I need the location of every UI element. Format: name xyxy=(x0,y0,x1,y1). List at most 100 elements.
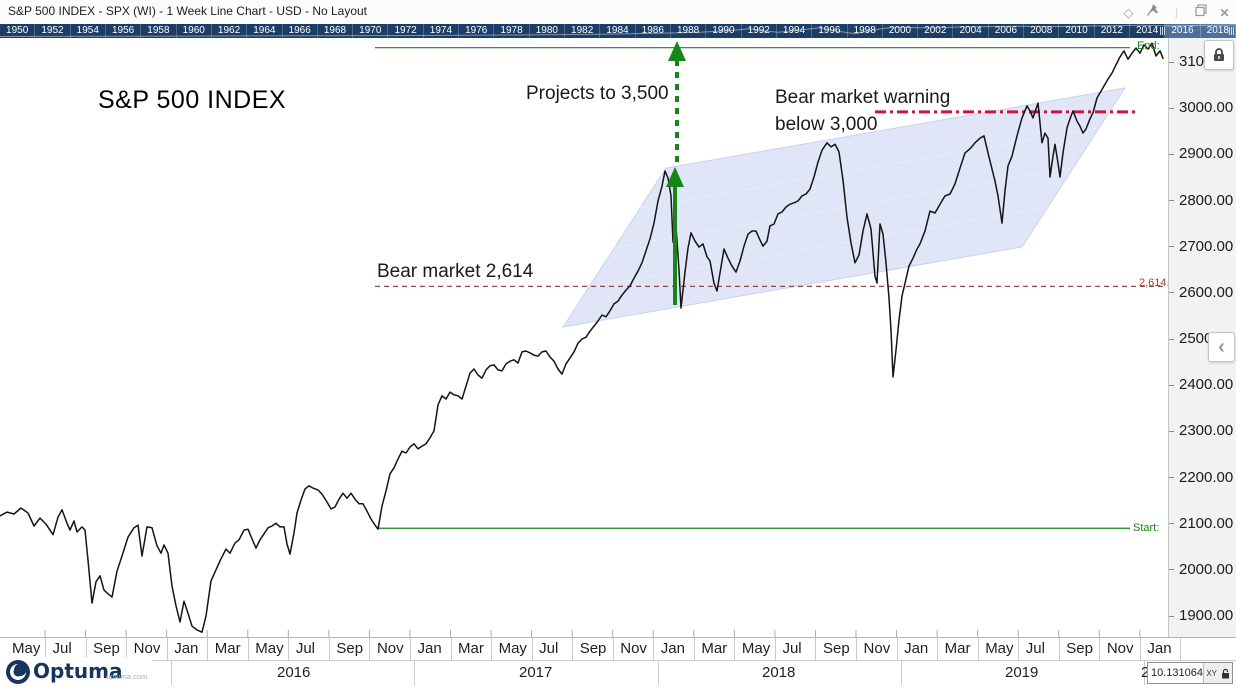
end-line-label: End: xyxy=(1137,40,1160,52)
timeline-year-2018[interactable]: 2018 xyxy=(1200,24,1236,38)
price-label: 1900.00 xyxy=(1179,607,1234,624)
timeline-year-1982[interactable]: 1982 xyxy=(565,24,601,38)
timeline-year-1952[interactable]: 1952 xyxy=(35,24,71,38)
link-faint-icon[interactable]: ʃ xyxy=(1175,6,1178,19)
timeline-year-2000[interactable]: 2000 xyxy=(883,24,919,38)
month-separator xyxy=(491,638,493,661)
timeline-year-1954[interactable]: 1954 xyxy=(71,24,106,38)
chevron-left-icon: ‹ xyxy=(1218,335,1225,358)
price-axis-tick xyxy=(1169,384,1174,386)
price-axis-tick xyxy=(1169,200,1174,201)
month-separator xyxy=(612,638,614,661)
projection-annotation[interactable]: Projects to 3,500 xyxy=(526,83,669,104)
warning-annotation[interactable]: Bear market warning below 3,000 xyxy=(775,84,950,138)
bear-market-annotation[interactable]: Bear market 2,614 xyxy=(377,261,534,282)
month-separator xyxy=(45,638,46,661)
timeline-year-2006[interactable]: 2006 xyxy=(989,24,1025,38)
timeline-year-1968[interactable]: 1968 xyxy=(318,24,354,38)
timeline-year-1974[interactable]: 1974 xyxy=(424,24,460,38)
window-controls: ◇ ʃ ✕ xyxy=(1121,3,1232,22)
chart-title-annotation[interactable]: S&P 500 INDEX xyxy=(98,86,287,114)
timeline-year-2016[interactable]: 2016 xyxy=(1165,24,1201,38)
timeline-range-grip-left[interactable] xyxy=(1160,27,1165,35)
timeline-year-1988[interactable]: 1988 xyxy=(671,24,707,38)
timeline-year-1960[interactable]: 1960 xyxy=(177,24,212,38)
price-line-series[interactable] xyxy=(0,42,1164,633)
month-separator xyxy=(166,638,168,661)
month-label: Nov xyxy=(863,640,891,657)
month-label: May xyxy=(498,640,527,657)
timeline-year-1950[interactable]: 1950 xyxy=(0,24,36,38)
diamond-icon[interactable]: ◇ xyxy=(1123,4,1134,20)
timeline-year-1978[interactable]: 1978 xyxy=(494,24,530,38)
timeline-year-1994[interactable]: 1994 xyxy=(777,24,813,38)
timeline-year-2010[interactable]: 2010 xyxy=(1059,24,1095,38)
timeline-year-1980[interactable]: 1980 xyxy=(530,24,565,38)
month-separator xyxy=(977,638,979,661)
optuma-domain-text: optuma.com xyxy=(106,672,148,681)
timeline-year-1996[interactable]: 1996 xyxy=(812,24,848,38)
timeline-year-1966[interactable]: 1966 xyxy=(283,24,318,38)
timeline-years: 1950 1952 1954 1956 1958 1960 1962 1964 1966 1968… xyxy=(0,24,1236,38)
timeline-year-1956[interactable]: 1956 xyxy=(106,24,142,38)
month-separator xyxy=(896,638,898,661)
warning-annotation-line1: Bear market warning xyxy=(775,87,951,108)
timeline-year-2004[interactable]: 2004 xyxy=(953,24,989,38)
timeline-year-1998[interactable]: 1998 xyxy=(848,24,883,38)
month-label: Sep xyxy=(823,640,850,657)
timeline-year-1972[interactable]: 1972 xyxy=(388,24,424,38)
optuma-logo-icon xyxy=(6,660,30,684)
price-axis-tick xyxy=(1169,615,1174,617)
month-label: Mar xyxy=(944,640,971,657)
price-axis-tick xyxy=(1169,569,1174,571)
year-label-2019: 2019 xyxy=(1005,664,1039,681)
year-label-2016: 2016 xyxy=(277,664,311,681)
month-label: May xyxy=(985,640,1014,657)
close-icon[interactable]: ✕ xyxy=(1219,5,1230,20)
month-label: Jul xyxy=(539,640,559,657)
price-label: 2800.00 xyxy=(1179,191,1234,209)
year-divider xyxy=(414,661,415,685)
timeline-year-2008[interactable]: 2008 xyxy=(1024,24,1060,38)
price-axis-tick xyxy=(1169,246,1174,248)
axis-lock-button[interactable] xyxy=(1204,40,1234,70)
price-axis-tick xyxy=(1169,292,1174,294)
year-label-2017: 2017 xyxy=(519,664,553,681)
pin-icon-glyph xyxy=(1146,4,1158,16)
month-separator xyxy=(409,638,411,661)
timeline-year-1990[interactable]: 1990 xyxy=(706,24,742,38)
price-axis-tick xyxy=(1169,523,1174,525)
timeline-bar[interactable]: 1950 1952 1954 1956 1958 1960 1962 1964 1966 1968… xyxy=(0,24,1236,38)
price-axis-panel[interactable]: 3100.003000.002900.002800.002700.002600.… xyxy=(1168,38,1236,637)
timeline-year-1970[interactable]: 1970 xyxy=(353,24,389,38)
month-separator xyxy=(774,638,776,661)
timeline-year-1958[interactable]: 1958 xyxy=(141,24,177,38)
time-axis-months[interactable]: May Jul Sep Nov Jan Mar May Jul Sep Nov Jan Mar May J… xyxy=(0,637,1236,661)
month-label: Sep xyxy=(1066,640,1093,657)
coordinate-value: 10.131064 xyxy=(1151,667,1203,679)
price-label: 2300.00 xyxy=(1179,422,1234,440)
axis-collapse-button[interactable]: ‹ xyxy=(1208,332,1235,362)
timeline-year-1986[interactable]: 1986 xyxy=(636,24,671,38)
timeline-year-1964[interactable]: 1964 xyxy=(247,24,283,38)
timeline-year-2012[interactable]: 2012 xyxy=(1095,24,1130,38)
time-axis-years[interactable]: 201520162017201820192020 xyxy=(0,660,1236,691)
timeline-year-1984[interactable]: 1984 xyxy=(600,24,636,38)
pin-icon[interactable] xyxy=(1145,3,1160,22)
timeline-year-1976[interactable]: 1976 xyxy=(459,24,495,38)
warning-annotation-line2: below 3,000 xyxy=(775,114,878,135)
month-label: Nov xyxy=(133,640,161,657)
month-separator xyxy=(369,638,371,661)
month-label: Jan xyxy=(1147,640,1172,657)
coordinate-status-box[interactable]: 10.131064 XY xyxy=(1147,662,1233,684)
year-divider xyxy=(658,661,659,685)
start-line-label: Start: xyxy=(1133,522,1160,534)
timeline-year-1962[interactable]: 1962 xyxy=(212,24,248,38)
restore-window-icon[interactable] xyxy=(1193,3,1208,22)
timeline-range-grip-right[interactable] xyxy=(1229,27,1234,35)
status-lock-icon[interactable] xyxy=(1219,663,1232,683)
timeline-year-2002[interactable]: 2002 xyxy=(918,24,954,38)
timeline-year-1992[interactable]: 1992 xyxy=(742,24,777,38)
